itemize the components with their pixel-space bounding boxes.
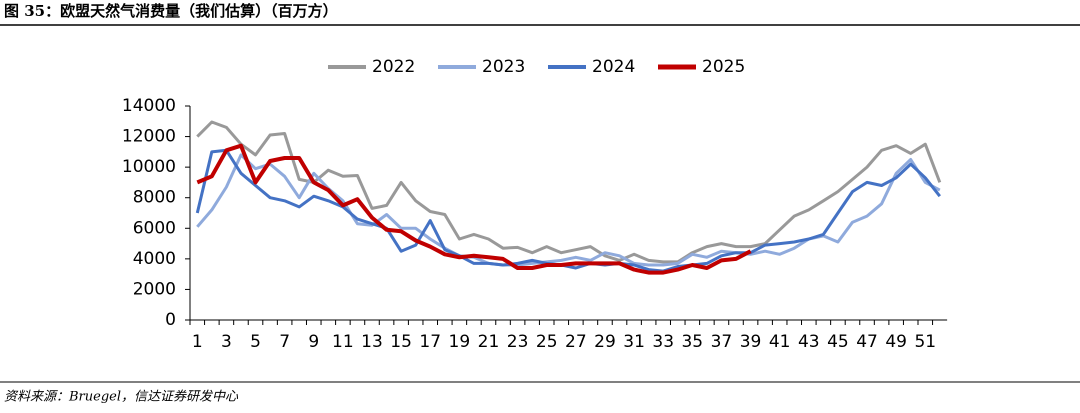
- x-tick-label: 51: [914, 332, 936, 352]
- x-tick-label: 7: [279, 332, 290, 352]
- legend-label: 2024: [592, 57, 635, 77]
- x-tick-label: 29: [594, 332, 616, 352]
- x-tick-label: 49: [885, 332, 907, 352]
- series-line: [196, 143, 752, 275]
- y-tick-label: 12000: [122, 127, 176, 147]
- x-tick-label: 9: [308, 332, 319, 352]
- legend-label: 2025: [702, 57, 745, 77]
- legend-label: 2022: [372, 57, 415, 77]
- series-line: [196, 120, 942, 264]
- y-tick-label: 0: [165, 310, 176, 330]
- x-tick-label: 33: [652, 332, 674, 352]
- x-tick-label: 47: [856, 332, 878, 352]
- x-tick-label: 15: [390, 332, 412, 352]
- series-line: [195, 148, 941, 273]
- x-tick-label: 3: [221, 332, 232, 352]
- y-tick-label: 2000: [133, 279, 176, 299]
- y-tick-label: 8000: [133, 188, 176, 208]
- x-tick-label: 17: [419, 332, 441, 352]
- x-tick-label: 5: [250, 332, 261, 352]
- y-tick-label: 4000: [133, 249, 176, 269]
- chart-title: 图 35：欧盟天然气消费量（我们估算）（百万方）: [4, 2, 338, 20]
- x-tick-label: 31: [623, 332, 645, 352]
- x-tick-label: 21: [478, 332, 500, 352]
- x-tick-label: 45: [827, 332, 849, 352]
- x-tick-label: 1: [192, 332, 203, 352]
- x-tick-label: 39: [740, 332, 762, 352]
- x-tick-label: 41: [769, 332, 791, 352]
- x-tick-label: 13: [361, 332, 383, 352]
- x-tick-label: 27: [565, 332, 587, 352]
- x-tick-label: 11: [332, 332, 354, 352]
- legend-label: 2023: [482, 57, 525, 77]
- source-note: 资料来源：Bruegel，信达证券研发中心: [4, 390, 239, 405]
- x-tick-label: 23: [507, 332, 529, 352]
- y-tick-label: 6000: [133, 218, 176, 238]
- y-tick-label: 10000: [122, 157, 176, 177]
- x-tick-label: 25: [536, 332, 558, 352]
- x-tick-label: 35: [681, 332, 703, 352]
- y-tick-label: 14000: [122, 96, 176, 116]
- x-tick-label: 19: [449, 332, 471, 352]
- x-tick-label: 43: [798, 332, 820, 352]
- x-tick-label: 37: [711, 332, 733, 352]
